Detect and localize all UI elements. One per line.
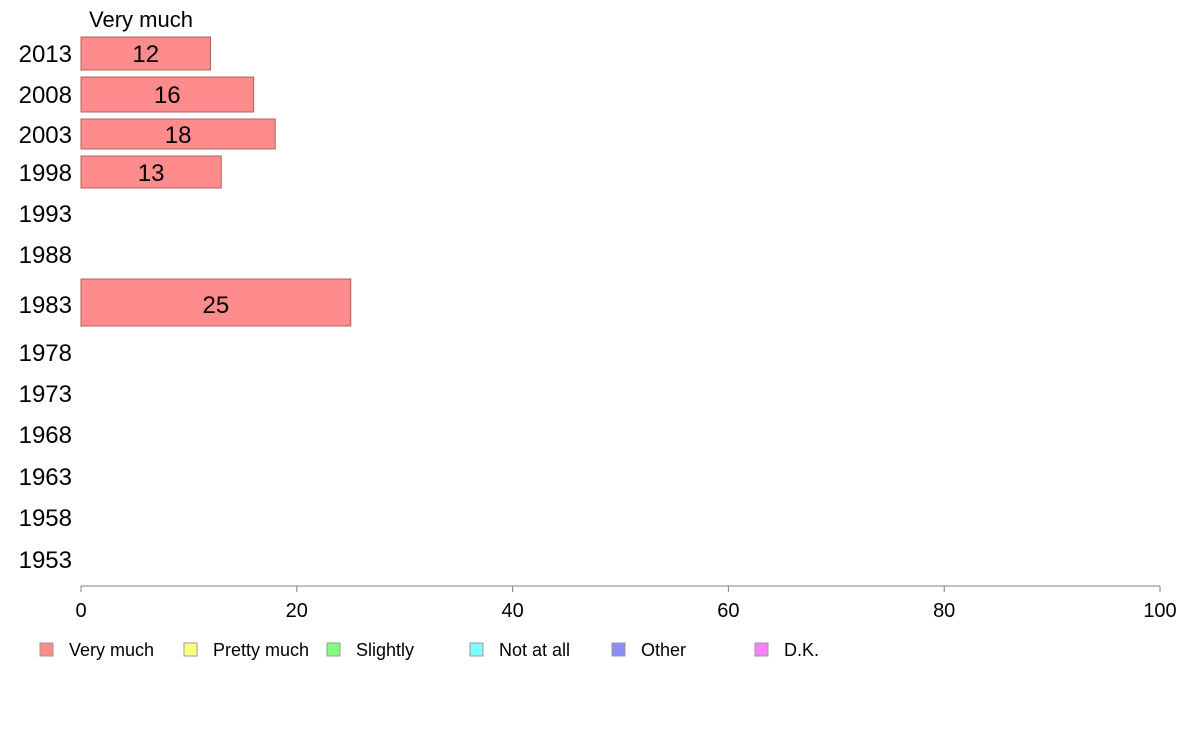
x-tick-label-60: 60 [717, 600, 739, 622]
category-label-2013: 2013 [19, 41, 72, 68]
x-tick-label-0: 0 [75, 600, 86, 622]
category-label-1973: 1973 [19, 381, 72, 408]
category-label-1998: 1998 [19, 160, 72, 187]
category-label-1963: 1963 [19, 464, 72, 491]
x-tick-label-40: 40 [501, 600, 523, 622]
category-label-1968: 1968 [19, 422, 72, 449]
bar-value-label-2008: 16 [154, 82, 181, 109]
category-label-1988: 1988 [19, 242, 72, 269]
bar-1983 [80, 278, 352, 327]
x-axis: 0 20 40 60 80 100 [75, 585, 1177, 622]
bar-value-label-2003: 18 [165, 122, 192, 149]
x-tick-label-20: 20 [286, 600, 308, 622]
bar-value-label-1998: 13 [138, 160, 165, 187]
legend-label-not-at-all: Not at all [499, 640, 570, 660]
bar-1998 [80, 155, 222, 189]
legend-swatch-pretty-much [183, 642, 198, 657]
legend-label-very-much: Very much [69, 640, 154, 660]
category-label-1993: 1993 [19, 201, 72, 228]
legend-swatch-d-k [754, 642, 769, 657]
category-label-1958: 1958 [19, 505, 72, 532]
legend-label-pretty-much: Pretty much [213, 640, 309, 660]
legend-swatch-not-at-all [469, 642, 484, 657]
legend-label-slightly: Slightly [356, 640, 414, 660]
category-label-1978: 1978 [19, 340, 72, 367]
legend: Very much Pretty much Slightly Not at all Ot… [39, 640, 819, 660]
bar-2003 [80, 118, 276, 150]
x-tick-label-80: 80 [933, 600, 955, 622]
category-label-2008: 2008 [19, 82, 72, 109]
legend-label-d-k: D.K. [784, 640, 819, 660]
legend-swatch-other [611, 642, 626, 657]
bar-value-label-2013: 12 [132, 41, 159, 68]
bar-2013 [80, 36, 211, 71]
legend-swatch-very-much [39, 642, 54, 657]
legend-swatch-slightly [326, 642, 341, 657]
category-label-2003: 2003 [19, 122, 72, 149]
category-label-1953: 1953 [19, 547, 72, 574]
legend-label-other: Other [641, 640, 686, 660]
bar-2008 [80, 76, 255, 113]
series-header: Very much [89, 7, 193, 32]
category-labels: 2013 2008 2003 1998 1993 1988 1983 1978 1973 1968… [19, 41, 72, 574]
bar-value-label-1983: 25 [203, 292, 230, 319]
category-label-1983: 1983 [19, 292, 72, 319]
x-tick-label-100: 100 [1143, 600, 1176, 622]
